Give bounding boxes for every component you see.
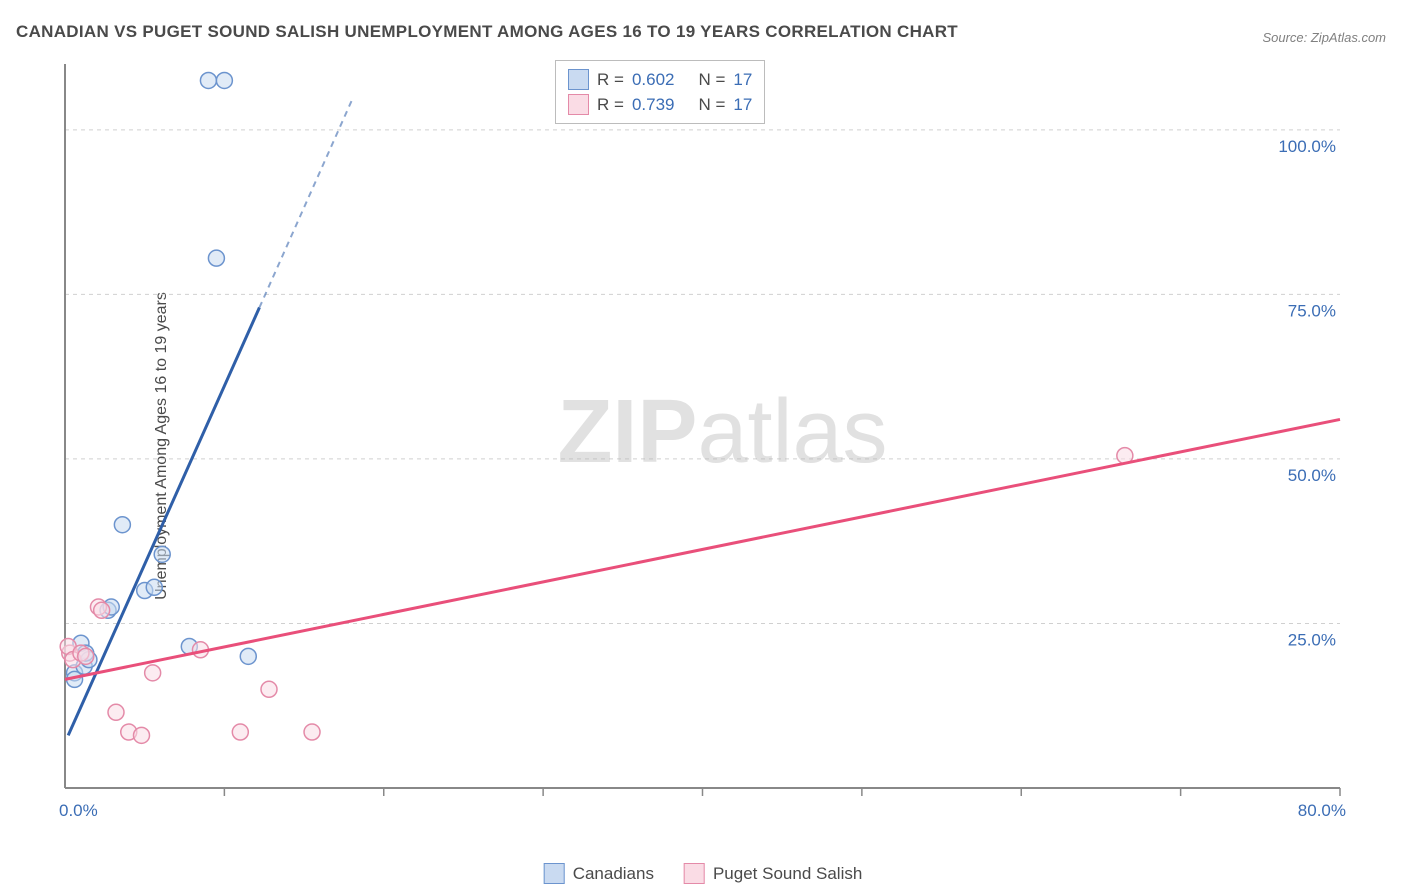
legend-item-puget: Puget Sound Salish: [684, 863, 862, 884]
scatter-point: [78, 648, 94, 664]
plot-container: ZIPatlas 0.0%80.0%25.0%50.0%75.0%100.0%: [55, 58, 1390, 828]
scatter-point: [216, 72, 232, 88]
stats-row-blue: R = 0.602 N = 17: [568, 67, 752, 92]
swatch-blue-icon: [544, 863, 565, 884]
swatch-pink-icon: [568, 94, 589, 115]
scatter-point: [200, 72, 216, 88]
chart-title: CANADIAN VS PUGET SOUND SALISH UNEMPLOYM…: [16, 22, 958, 42]
r-label: R =: [597, 95, 624, 115]
legend-label-puget: Puget Sound Salish: [713, 864, 862, 884]
y-tick-label: 100.0%: [1278, 137, 1336, 156]
y-tick-label: 25.0%: [1288, 630, 1336, 649]
scatter-point: [240, 648, 256, 664]
trend-line: [68, 308, 259, 736]
scatter-point: [232, 724, 248, 740]
x-tick-label: 80.0%: [1298, 801, 1346, 820]
scatter-point: [146, 579, 162, 595]
scatter-plot: 0.0% 80.0% 25.0% 50.0% 75.0% 100.0%: [55, 58, 1390, 828]
stats-row-pink: R = 0.739 N = 17: [568, 92, 752, 117]
y-tick-label: 75.0%: [1288, 301, 1336, 320]
r-label: R =: [597, 70, 624, 90]
swatch-blue-icon: [568, 69, 589, 90]
y-tick-label: 50.0%: [1288, 466, 1336, 485]
scatter-point: [208, 250, 224, 266]
n-label: N =: [698, 70, 725, 90]
scatter-point: [134, 727, 150, 743]
legend-label-canadians: Canadians: [573, 864, 654, 884]
swatch-pink-icon: [684, 863, 705, 884]
scatter-point: [145, 665, 161, 681]
stats-legend: R = 0.602 N = 17 R = 0.739 N = 17: [555, 60, 765, 124]
r-value-pink: 0.739: [632, 95, 675, 115]
n-value-blue: 17: [733, 70, 752, 90]
scatter-point: [108, 704, 124, 720]
scatter-point: [261, 681, 277, 697]
scatter-point: [154, 546, 170, 562]
n-value-pink: 17: [733, 95, 752, 115]
trend-line: [65, 419, 1340, 679]
source-label: Source: ZipAtlas.com: [1262, 30, 1386, 45]
scatter-point: [304, 724, 320, 740]
trend-line-dashed: [259, 100, 351, 307]
series-legend: Canadians Puget Sound Salish: [544, 863, 863, 884]
r-value-blue: 0.602: [632, 70, 675, 90]
x-tick-label: 0.0%: [59, 801, 98, 820]
scatter-point: [114, 517, 130, 533]
legend-item-canadians: Canadians: [544, 863, 654, 884]
n-label: N =: [698, 95, 725, 115]
scatter-point: [94, 602, 110, 618]
